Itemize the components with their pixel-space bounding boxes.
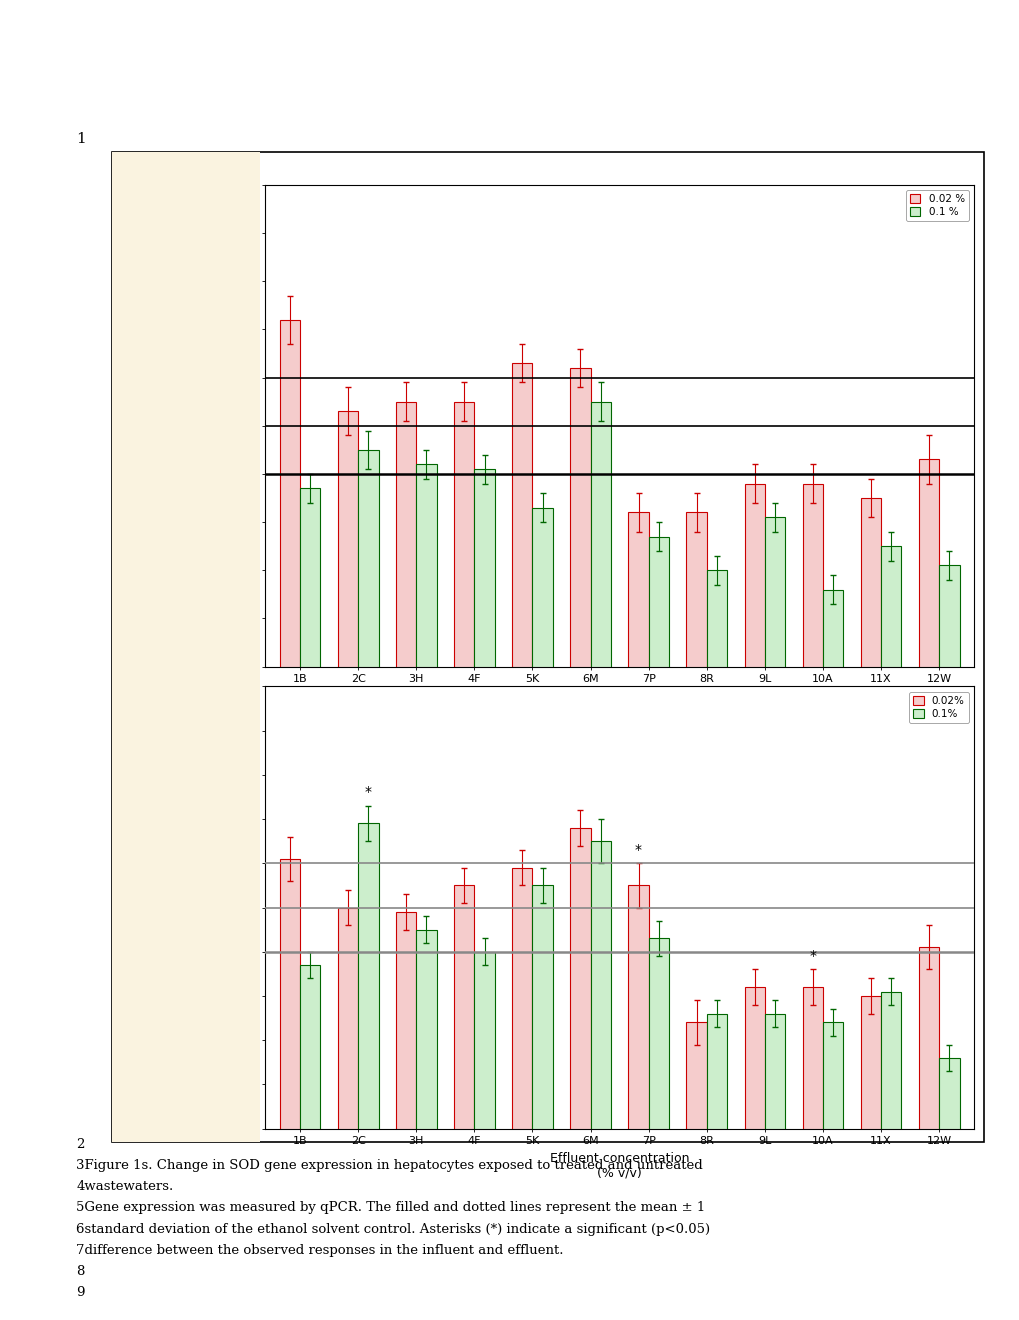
Bar [590, 841, 610, 1320]
Bar [337, 412, 358, 908]
Bar [744, 987, 764, 1320]
Bar [358, 824, 378, 1320]
Text: *: * [635, 842, 641, 857]
Bar [300, 965, 320, 1320]
Bar [802, 987, 822, 1320]
X-axis label: Influent concentration
(% v/v): Influent concentration (% v/v) [550, 690, 688, 718]
Bar [938, 565, 959, 908]
Bar [453, 886, 474, 1320]
Bar [822, 1023, 843, 1320]
Bar [337, 908, 358, 1320]
Bar [628, 512, 648, 908]
Bar [938, 1057, 959, 1320]
Text: 5Gene expression was measured by qPCR. The filled and dotted lines represent the: 5Gene expression was measured by qPCR. T… [76, 1201, 705, 1214]
Bar [570, 828, 590, 1320]
Text: *: * [365, 785, 372, 799]
Bar [918, 459, 938, 908]
Bar [764, 1014, 785, 1320]
Bar [822, 590, 843, 908]
Bar [453, 401, 474, 908]
Bar [802, 483, 822, 908]
Bar [416, 929, 436, 1320]
Bar [706, 570, 727, 908]
Bar [918, 948, 938, 1320]
Text: 3Figure 1s. Change in SOD gene expression in hepatocytes exposed to treated and : 3Figure 1s. Change in SOD gene expressio… [76, 1159, 702, 1172]
Bar [512, 867, 532, 1320]
Text: 9: 9 [76, 1286, 85, 1299]
Bar [648, 536, 668, 908]
Text: 8: 8 [76, 1265, 85, 1278]
Bar [279, 319, 300, 908]
Legend: 0.02 %, 0.1 %: 0.02 %, 0.1 % [905, 190, 968, 222]
Bar [570, 368, 590, 908]
Bar [590, 401, 610, 908]
Bar [686, 512, 706, 908]
Bar [860, 995, 880, 1320]
Bar [860, 498, 880, 908]
Y-axis label: SOD gene expression
(relative to controls): SOD gene expression (relative to control… [214, 847, 235, 968]
Bar [474, 469, 494, 908]
X-axis label: Effluent concentration
(% v/v): Effluent concentration (% v/v) [549, 1152, 689, 1180]
Bar [358, 450, 378, 908]
Text: 2: 2 [76, 1138, 85, 1151]
Text: *: * [808, 949, 815, 962]
Bar [686, 1023, 706, 1320]
Bar [512, 363, 532, 908]
Text: 6standard deviation of the ethanol solvent control. Asterisks (*) indicate a sig: 6standard deviation of the ethanol solve… [76, 1222, 710, 1236]
Bar [880, 991, 901, 1320]
Bar [395, 401, 416, 908]
Bar [279, 859, 300, 1320]
Bar [474, 952, 494, 1320]
Text: 1: 1 [76, 132, 87, 147]
Bar [880, 546, 901, 908]
Bar [744, 483, 764, 908]
Text: 4wastewaters.: 4wastewaters. [76, 1180, 173, 1193]
Bar [395, 912, 416, 1320]
Bar [416, 465, 436, 908]
Text: 7difference between the observed responses in the influent and effluent.: 7difference between the observed respons… [76, 1243, 564, 1257]
Bar [532, 508, 552, 908]
Bar [532, 886, 552, 1320]
Bar [628, 886, 648, 1320]
Bar [764, 517, 785, 908]
Y-axis label: SOD gene expression
(relative to controls): SOD gene expression (relative to control… [214, 366, 235, 486]
Legend: 0.02%, 0.1%: 0.02%, 0.1% [908, 692, 968, 723]
Bar [300, 488, 320, 908]
Bar [648, 939, 668, 1320]
Bar [706, 1014, 727, 1320]
